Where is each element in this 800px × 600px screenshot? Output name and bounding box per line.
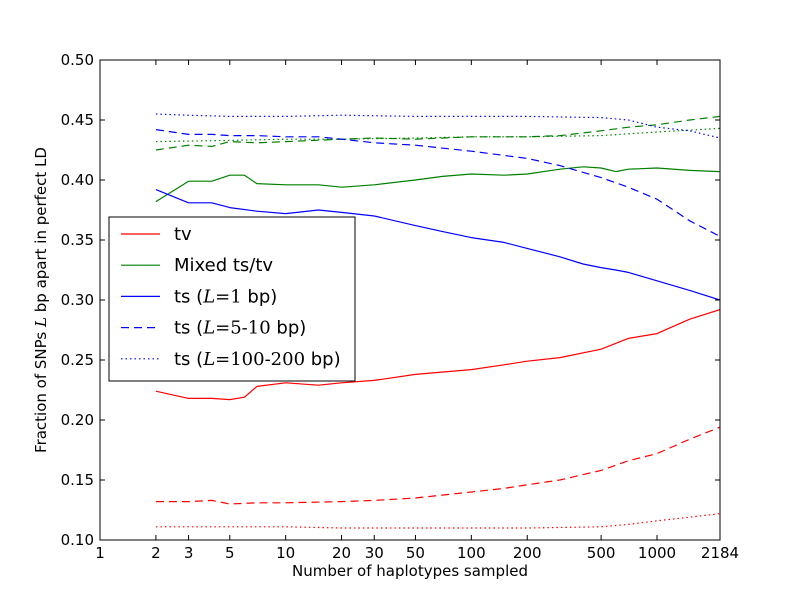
x-tick-label: 2	[151, 544, 161, 562]
series-line-8	[155, 113, 720, 139]
x-tick-label: 50	[406, 544, 425, 562]
y-tick-label: 0.25	[61, 351, 94, 369]
series-line-4	[155, 115, 720, 151]
y-tick-label: 0.35	[61, 231, 94, 249]
x-tick-label: 500	[587, 544, 616, 562]
y-axis-label: Fraction of SNPs L bp apart in perfect L…	[32, 147, 50, 453]
ticks-layer: 1 2 3 5 10 20 30 50 100 200 500 1000 2184 0.10 0.15 0.2…	[61, 51, 740, 562]
x-tick-label: 20	[332, 544, 351, 562]
legend-label-4: ts (L=100-200 bp)	[174, 349, 341, 370]
legend: tv Mixed ts/tv ts (L=1 bp) ts (L=5-10 bp) ts…	[108, 216, 356, 382]
series-line-6	[155, 189, 720, 301]
x-tick-label: 1	[95, 544, 105, 562]
y-tick-label: 0.45	[61, 111, 94, 129]
x-axis-label: Number of haplotypes sampled	[292, 562, 528, 580]
series-line-5	[155, 127, 720, 143]
x-tick-label: 30	[365, 544, 384, 562]
series-line-2	[155, 513, 720, 529]
legend-frame	[108, 216, 356, 382]
series-line-3	[155, 166, 720, 203]
y-tick-label: 0.40	[61, 171, 94, 189]
x-tick-label: 1000	[638, 544, 676, 562]
x-tick-label: 2184	[701, 544, 739, 562]
y-tick-label: 0.20	[61, 411, 94, 429]
x-tick-label: 200	[513, 544, 542, 562]
y-tick-label: 0.10	[61, 531, 94, 549]
legend-label-2: ts (L=1 bp)	[174, 286, 277, 307]
y-tick-label: 0.50	[61, 51, 94, 69]
x-tick-label: 5	[225, 544, 235, 562]
series-line-1	[155, 426, 720, 505]
legend-label-3: ts (L=5-10 bp)	[174, 318, 306, 339]
legend-label-0: tv	[174, 224, 192, 245]
x-tick-label: 100	[457, 544, 486, 562]
series-line-0	[155, 309, 720, 401]
legend-label-1: Mixed ts/tv	[174, 255, 273, 276]
series-line-7	[155, 129, 720, 237]
x-tick-label: 3	[184, 544, 194, 562]
x-tick-label: 10	[276, 544, 295, 562]
y-tick-label: 0.30	[61, 291, 94, 309]
series-layer	[155, 113, 720, 529]
y-tick-label: 0.15	[61, 471, 94, 489]
